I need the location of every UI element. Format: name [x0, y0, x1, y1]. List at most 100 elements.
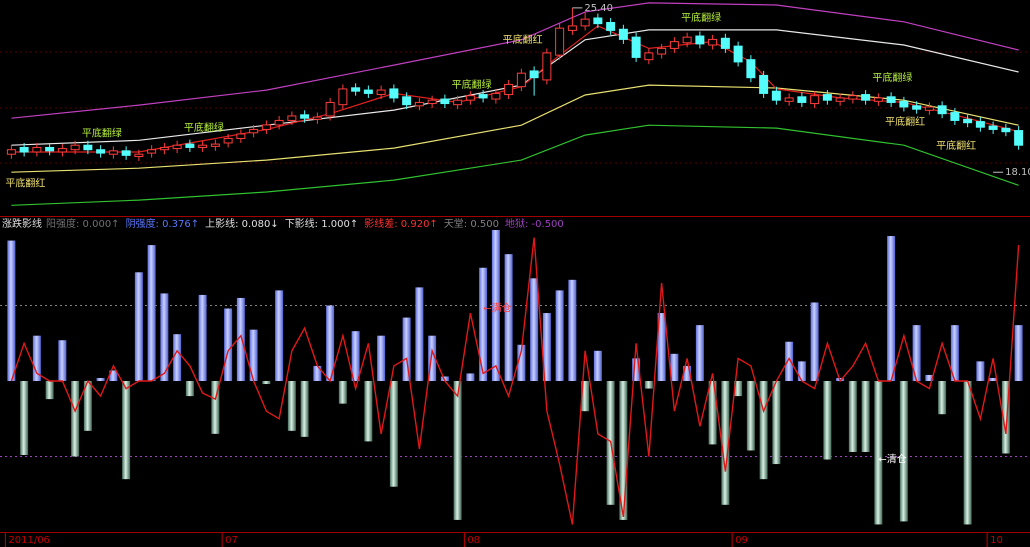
- x-tick-label: 10: [990, 535, 1003, 546]
- bar: [912, 325, 921, 381]
- candle-body: [274, 119, 284, 126]
- bar: [198, 294, 207, 381]
- candle-body: [797, 96, 807, 103]
- bar: [708, 381, 717, 445]
- candle-body: [338, 88, 348, 106]
- bar: [236, 297, 245, 381]
- candle-body: [567, 25, 577, 31]
- candle-body: [198, 144, 208, 148]
- signal-line: [10, 237, 1020, 525]
- candle-body: [657, 47, 667, 55]
- annotation: 平底翻红: [936, 139, 976, 152]
- bar: [338, 381, 347, 404]
- candle-body: [835, 97, 845, 102]
- bar: [887, 236, 896, 381]
- bar: [71, 381, 80, 457]
- candle-body: [453, 99, 463, 106]
- bar: [440, 376, 449, 381]
- price-grid: [0, 51, 1030, 164]
- bar: [695, 325, 704, 381]
- bar: [925, 374, 934, 381]
- candle-body: [733, 45, 743, 63]
- candle-body: [504, 83, 514, 96]
- bar: [1001, 381, 1010, 454]
- bar: [772, 381, 781, 465]
- bar: [453, 381, 462, 520]
- bar: [861, 381, 870, 452]
- candle-body: [389, 88, 399, 99]
- candle-body: [542, 52, 552, 81]
- candle-body: [121, 150, 131, 156]
- candle-body: [555, 27, 565, 56]
- bar: [147, 245, 156, 381]
- candle-body: [19, 146, 29, 153]
- candle-body: [351, 87, 361, 92]
- bar: [466, 373, 475, 381]
- bar: [7, 240, 16, 381]
- bar: [581, 381, 590, 412]
- candle-body: [899, 100, 909, 108]
- candle-body: [210, 143, 220, 147]
- annotation: ←满仓: [483, 302, 511, 315]
- candle-body: [172, 144, 182, 150]
- candle-body: [988, 125, 998, 130]
- candle-body: [6, 149, 16, 155]
- bar: [479, 267, 488, 381]
- candle-body: [644, 52, 654, 61]
- bar: [96, 377, 105, 381]
- candle-body: [682, 36, 692, 44]
- candle-body: [784, 97, 794, 102]
- candle-body: [746, 59, 756, 79]
- candle-body: [1001, 127, 1011, 133]
- bar: [134, 272, 143, 381]
- price-label: 25.40: [584, 3, 613, 14]
- bar: [58, 340, 67, 381]
- candle-body: [759, 74, 769, 94]
- bar: [45, 381, 54, 400]
- bar: [568, 279, 577, 381]
- candle-body: [300, 114, 310, 119]
- bar: [670, 353, 679, 381]
- bar: [211, 381, 220, 434]
- candle-body: [669, 41, 679, 49]
- bar: [976, 361, 985, 381]
- bar: [504, 254, 513, 381]
- bar: [785, 341, 794, 381]
- bar: [122, 381, 131, 480]
- bar: [644, 381, 653, 389]
- candle-body: [861, 94, 871, 101]
- candle-body: [185, 143, 195, 148]
- bar: [989, 377, 998, 381]
- candle-body: [618, 28, 628, 40]
- bar: [377, 335, 386, 381]
- bar: [963, 381, 972, 525]
- annotation: 平底翻绿: [681, 11, 721, 24]
- candle-body: [950, 112, 960, 121]
- candle-body: [427, 99, 437, 105]
- bar: [185, 381, 194, 397]
- annotation: 平底翻绿: [184, 121, 224, 134]
- candle-body: [236, 133, 246, 139]
- bar: [1014, 325, 1023, 381]
- readout: 天堂: 0.500: [444, 218, 499, 230]
- candle-body: [606, 22, 616, 31]
- candle-body: [223, 137, 233, 144]
- bar: [823, 381, 832, 460]
- candle-body: [414, 101, 424, 107]
- readout: 下影线: 1.000↑: [285, 217, 359, 230]
- candle-body: [1014, 130, 1024, 146]
- bar: [351, 331, 360, 381]
- candle-body: [873, 97, 883, 102]
- bar: [657, 313, 666, 381]
- bar: [848, 381, 857, 452]
- readout: 阴强度: 0.376↑: [126, 217, 200, 230]
- bar: [632, 358, 641, 381]
- candle-body: [325, 101, 335, 117]
- candle-body: [376, 89, 386, 96]
- bar: [797, 361, 806, 381]
- x-tick-label: 08: [467, 535, 480, 546]
- bar: [899, 381, 908, 522]
- candle-body: [32, 146, 42, 153]
- candle-body: [924, 106, 934, 111]
- bar: [428, 335, 437, 381]
